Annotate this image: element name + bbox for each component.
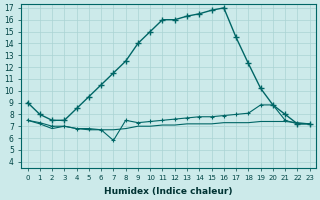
X-axis label: Humidex (Indice chaleur): Humidex (Indice chaleur) (104, 187, 233, 196)
